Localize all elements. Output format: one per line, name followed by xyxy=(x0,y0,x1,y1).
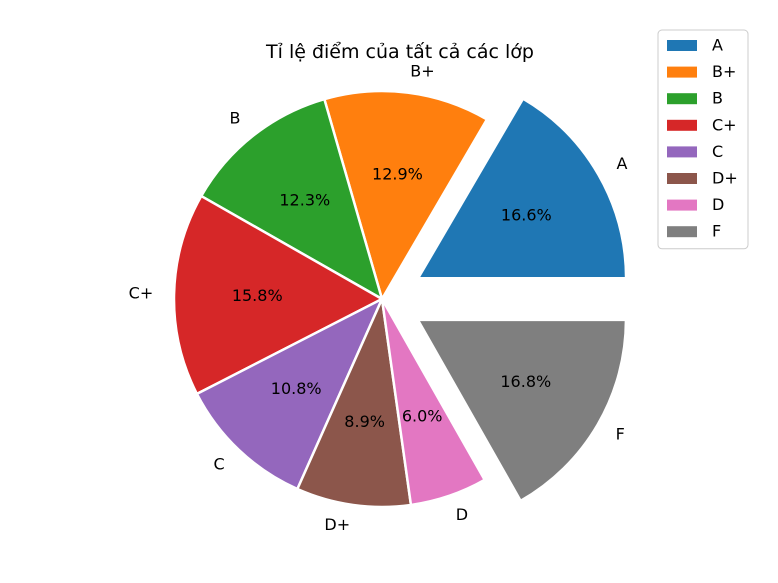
percent-label-c: 10.8% xyxy=(271,379,322,398)
slice-label-f: F xyxy=(616,425,625,444)
pie-slice-c-plus xyxy=(172,194,384,396)
legend-swatch-b-plus xyxy=(667,66,697,78)
slice-label-d: D xyxy=(456,505,468,524)
percent-label-d: 6.0% xyxy=(402,407,443,426)
legend-swatch-d-plus xyxy=(667,173,697,184)
slice-label-a: A xyxy=(617,154,628,173)
legend-box xyxy=(657,29,749,250)
pie-slice-b xyxy=(200,97,384,301)
legend-swatch-b xyxy=(667,93,697,105)
legend-label-c-plus: C+ xyxy=(712,115,737,134)
percent-label-b-plus: 12.9% xyxy=(372,165,423,184)
pie-slice-f xyxy=(416,318,628,503)
percent-label-c-plus: 15.8% xyxy=(232,286,283,305)
pie-slice-c xyxy=(195,297,384,491)
legend-swatch-c xyxy=(667,146,697,158)
legend-label-d: D xyxy=(712,195,724,214)
legend-swatch-d xyxy=(667,199,697,211)
legend-swatch-f xyxy=(667,226,697,238)
slice-label-d-plus: D+ xyxy=(324,515,350,534)
legend-label-b: B xyxy=(712,89,723,108)
percent-label-f: 16.8% xyxy=(500,372,551,391)
slice-label-b-plus: B+ xyxy=(410,61,434,80)
percent-label-b: 12.3% xyxy=(279,190,330,209)
legend-swatch-a xyxy=(667,40,697,51)
legend: A B+ B C+ C D+ DF xyxy=(657,29,749,250)
pie-slices xyxy=(172,89,628,509)
pie-slice-d xyxy=(380,297,486,507)
chart-title: Tỉ lệ điểm của tất cả các lớp xyxy=(265,41,534,63)
slice-label-c: C xyxy=(214,455,225,474)
pie-slice-a xyxy=(416,97,628,280)
legend-label-c: C xyxy=(712,142,723,161)
pie-slice-d-plus xyxy=(296,297,413,509)
percent-label-a: 16.6% xyxy=(501,206,552,225)
pie-slice-b-plus xyxy=(323,89,489,301)
pie-labels: A 16.6% B+ 12.9% B 12.3% C+ 15.8% C 10.8% D+ 8.9% D 6… xyxy=(129,61,628,534)
legend-label-a: A xyxy=(712,36,723,55)
slice-label-c-plus: C+ xyxy=(129,283,154,302)
legend-label-f: F xyxy=(712,222,721,241)
legend-label-d-plus: D+ xyxy=(712,169,738,188)
legend-label-b-plus: B+ xyxy=(712,62,736,81)
legend-swatch-c-plus xyxy=(667,119,697,131)
percent-label-d-plus: 8.9% xyxy=(344,412,385,431)
slice-label-b: B xyxy=(229,109,240,128)
